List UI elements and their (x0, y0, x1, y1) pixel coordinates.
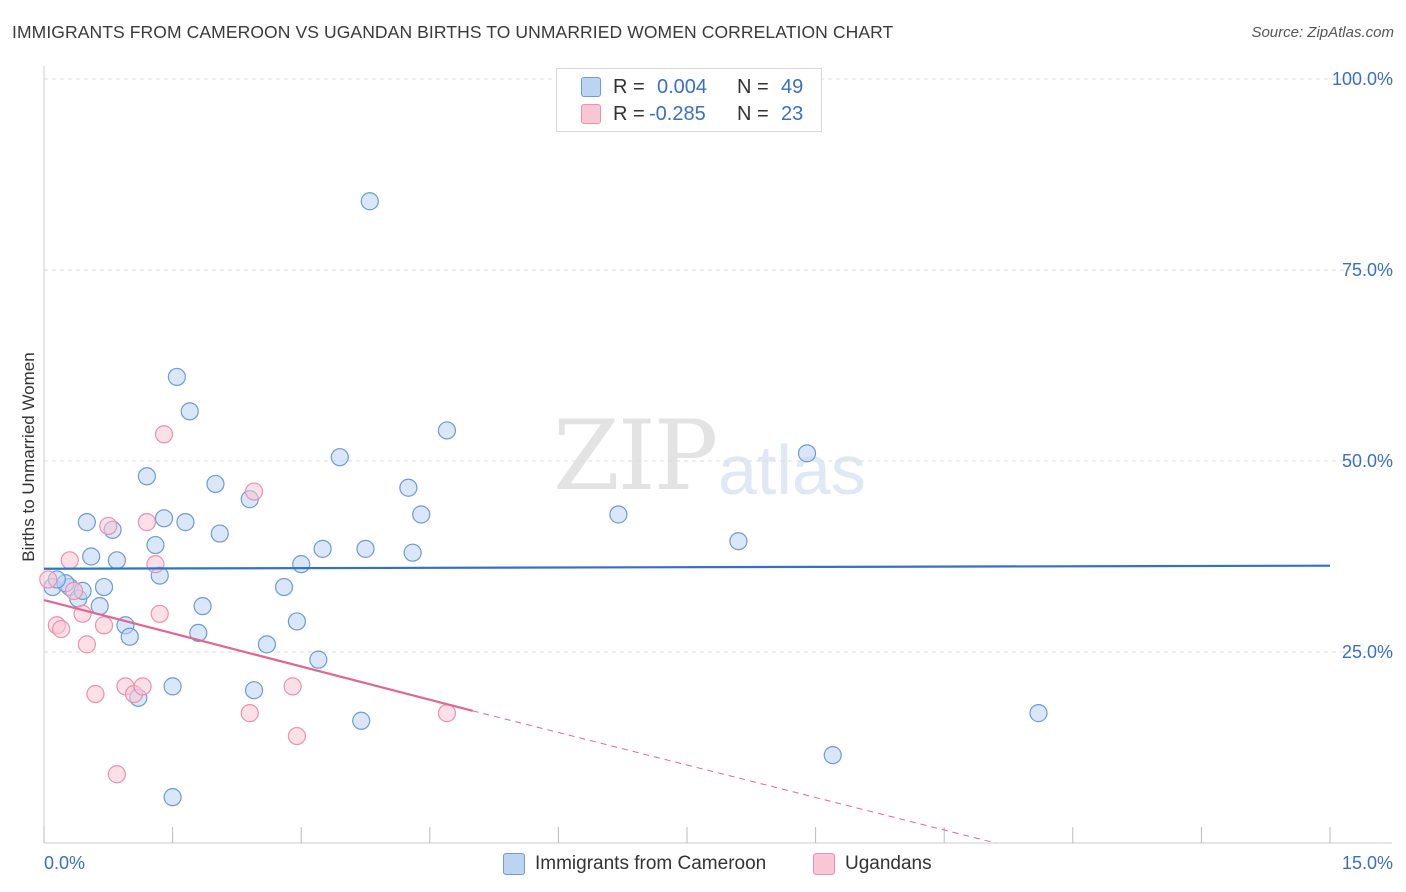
cameroon-point (437, 421, 457, 440)
legend-n-value: 23 (781, 102, 804, 125)
cameroon-point (399, 478, 418, 497)
watermark-zip: ZIP (553, 400, 718, 512)
ugandan-point (107, 765, 126, 784)
cameroon-point (609, 505, 628, 524)
ugandan-point (283, 677, 302, 696)
cameroon-point (257, 635, 277, 654)
ugandan-point (64, 581, 84, 600)
cameroon-point (176, 513, 195, 532)
y-tick-label: 100.0% (1332, 69, 1393, 89)
correlation-legend: R = 0.004 N = 49 R = -0.285 N = 23 (556, 68, 822, 132)
cameroon-point (107, 551, 126, 570)
bottom-legend-swatch-cameroon (503, 853, 525, 875)
cameroon-point (1029, 704, 1048, 723)
legend-r-value: 0.004 (657, 75, 708, 98)
cameroon-point (193, 597, 212, 616)
bottom-legend-ugandans: Ugandans (813, 852, 932, 876)
cameroon-point (180, 402, 199, 421)
cameroon-point (356, 539, 375, 558)
watermark-atlas: atlas (718, 431, 866, 509)
cameroon-point (206, 474, 225, 494)
ugandan-trend-extension (472, 710, 996, 844)
cameroon-point (797, 444, 817, 463)
cameroon-point (163, 677, 182, 696)
ugandan-point (77, 635, 96, 654)
ugandan-point (60, 551, 79, 570)
cameroon-point (313, 539, 332, 558)
ugandan-point (146, 555, 165, 574)
chart-title: IMMIGRANTS FROM CAMEROON VS UGANDAN BIRT… (12, 22, 894, 42)
cameroon-point (94, 577, 114, 597)
cameroon-point (120, 627, 139, 646)
bottom-legend-swatch-ugandans (813, 853, 835, 875)
ugandan-point (154, 425, 174, 444)
ugandan-point (99, 516, 118, 536)
cameroon-point (154, 509, 174, 528)
ugandan-point (244, 482, 264, 501)
cameroon-point (82, 547, 101, 566)
cameroon-point (360, 192, 379, 211)
cameroon-point (330, 448, 349, 467)
cameroon-point (412, 505, 431, 524)
ugandan-point (240, 704, 259, 723)
x-tick-label: 0.0% (44, 853, 85, 873)
legend-r-key: R = (613, 75, 645, 98)
cameroon-point (403, 543, 422, 562)
ugandan-trend-line (43, 598, 473, 712)
legend-swatch-ugandans (581, 104, 601, 124)
legend-swatch-cameroon (581, 77, 601, 97)
ugandan-point (437, 704, 457, 723)
bottom-legend-label-ugandans: Ugandans (845, 853, 932, 874)
cameroon-point (292, 555, 311, 574)
cameroon-point (244, 681, 264, 700)
cameroon-point (167, 367, 186, 387)
x-tick-label: 15.0% (1342, 853, 1393, 873)
cameroon-point (163, 788, 182, 807)
ugandan-point (86, 684, 105, 704)
cameroon-point (309, 650, 328, 669)
cameroon-point (287, 612, 307, 631)
cameroon-point (77, 513, 96, 532)
legend-r-key: R = (613, 102, 645, 125)
cameroon-point (189, 623, 208, 643)
y-tick-label: 75.0% (1342, 260, 1393, 280)
cameroon-point (274, 577, 294, 597)
ugandan-point (137, 513, 156, 532)
ugandan-point (133, 677, 152, 696)
cameroon-trend-line (43, 564, 1331, 570)
legend-r-value: -0.285 (649, 102, 706, 125)
ugandan-point (52, 619, 71, 639)
cameroon-point (146, 535, 165, 555)
cameroon-point (823, 746, 842, 765)
bottom-legend-cameroon: Immigrants from Cameroon (503, 852, 766, 876)
cameroon-point (729, 532, 748, 551)
cameroon-point (210, 524, 229, 543)
ugandan-point (287, 726, 307, 746)
legend-n-key: N = (737, 75, 769, 98)
legend-row-cameroon: R = 0.004 N = 49 (581, 75, 803, 99)
legend-n-value: 49 (781, 75, 804, 98)
legend-row-ugandans: R = -0.285 N = 23 (581, 102, 803, 126)
source-label: Source: ZipAtlas.com (1251, 24, 1394, 41)
ugandan-point (150, 604, 169, 623)
cameroon-point (352, 711, 371, 730)
y-tick-label: 50.0% (1342, 451, 1393, 471)
cameroon-point (137, 467, 156, 486)
legend-n-key: N = (737, 102, 769, 125)
bottom-legend-label-cameroon: Immigrants from Cameroon (535, 853, 767, 874)
y-tick-label: 25.0% (1342, 642, 1393, 662)
ugandan-point (94, 616, 114, 635)
ugandan-point (39, 570, 58, 589)
